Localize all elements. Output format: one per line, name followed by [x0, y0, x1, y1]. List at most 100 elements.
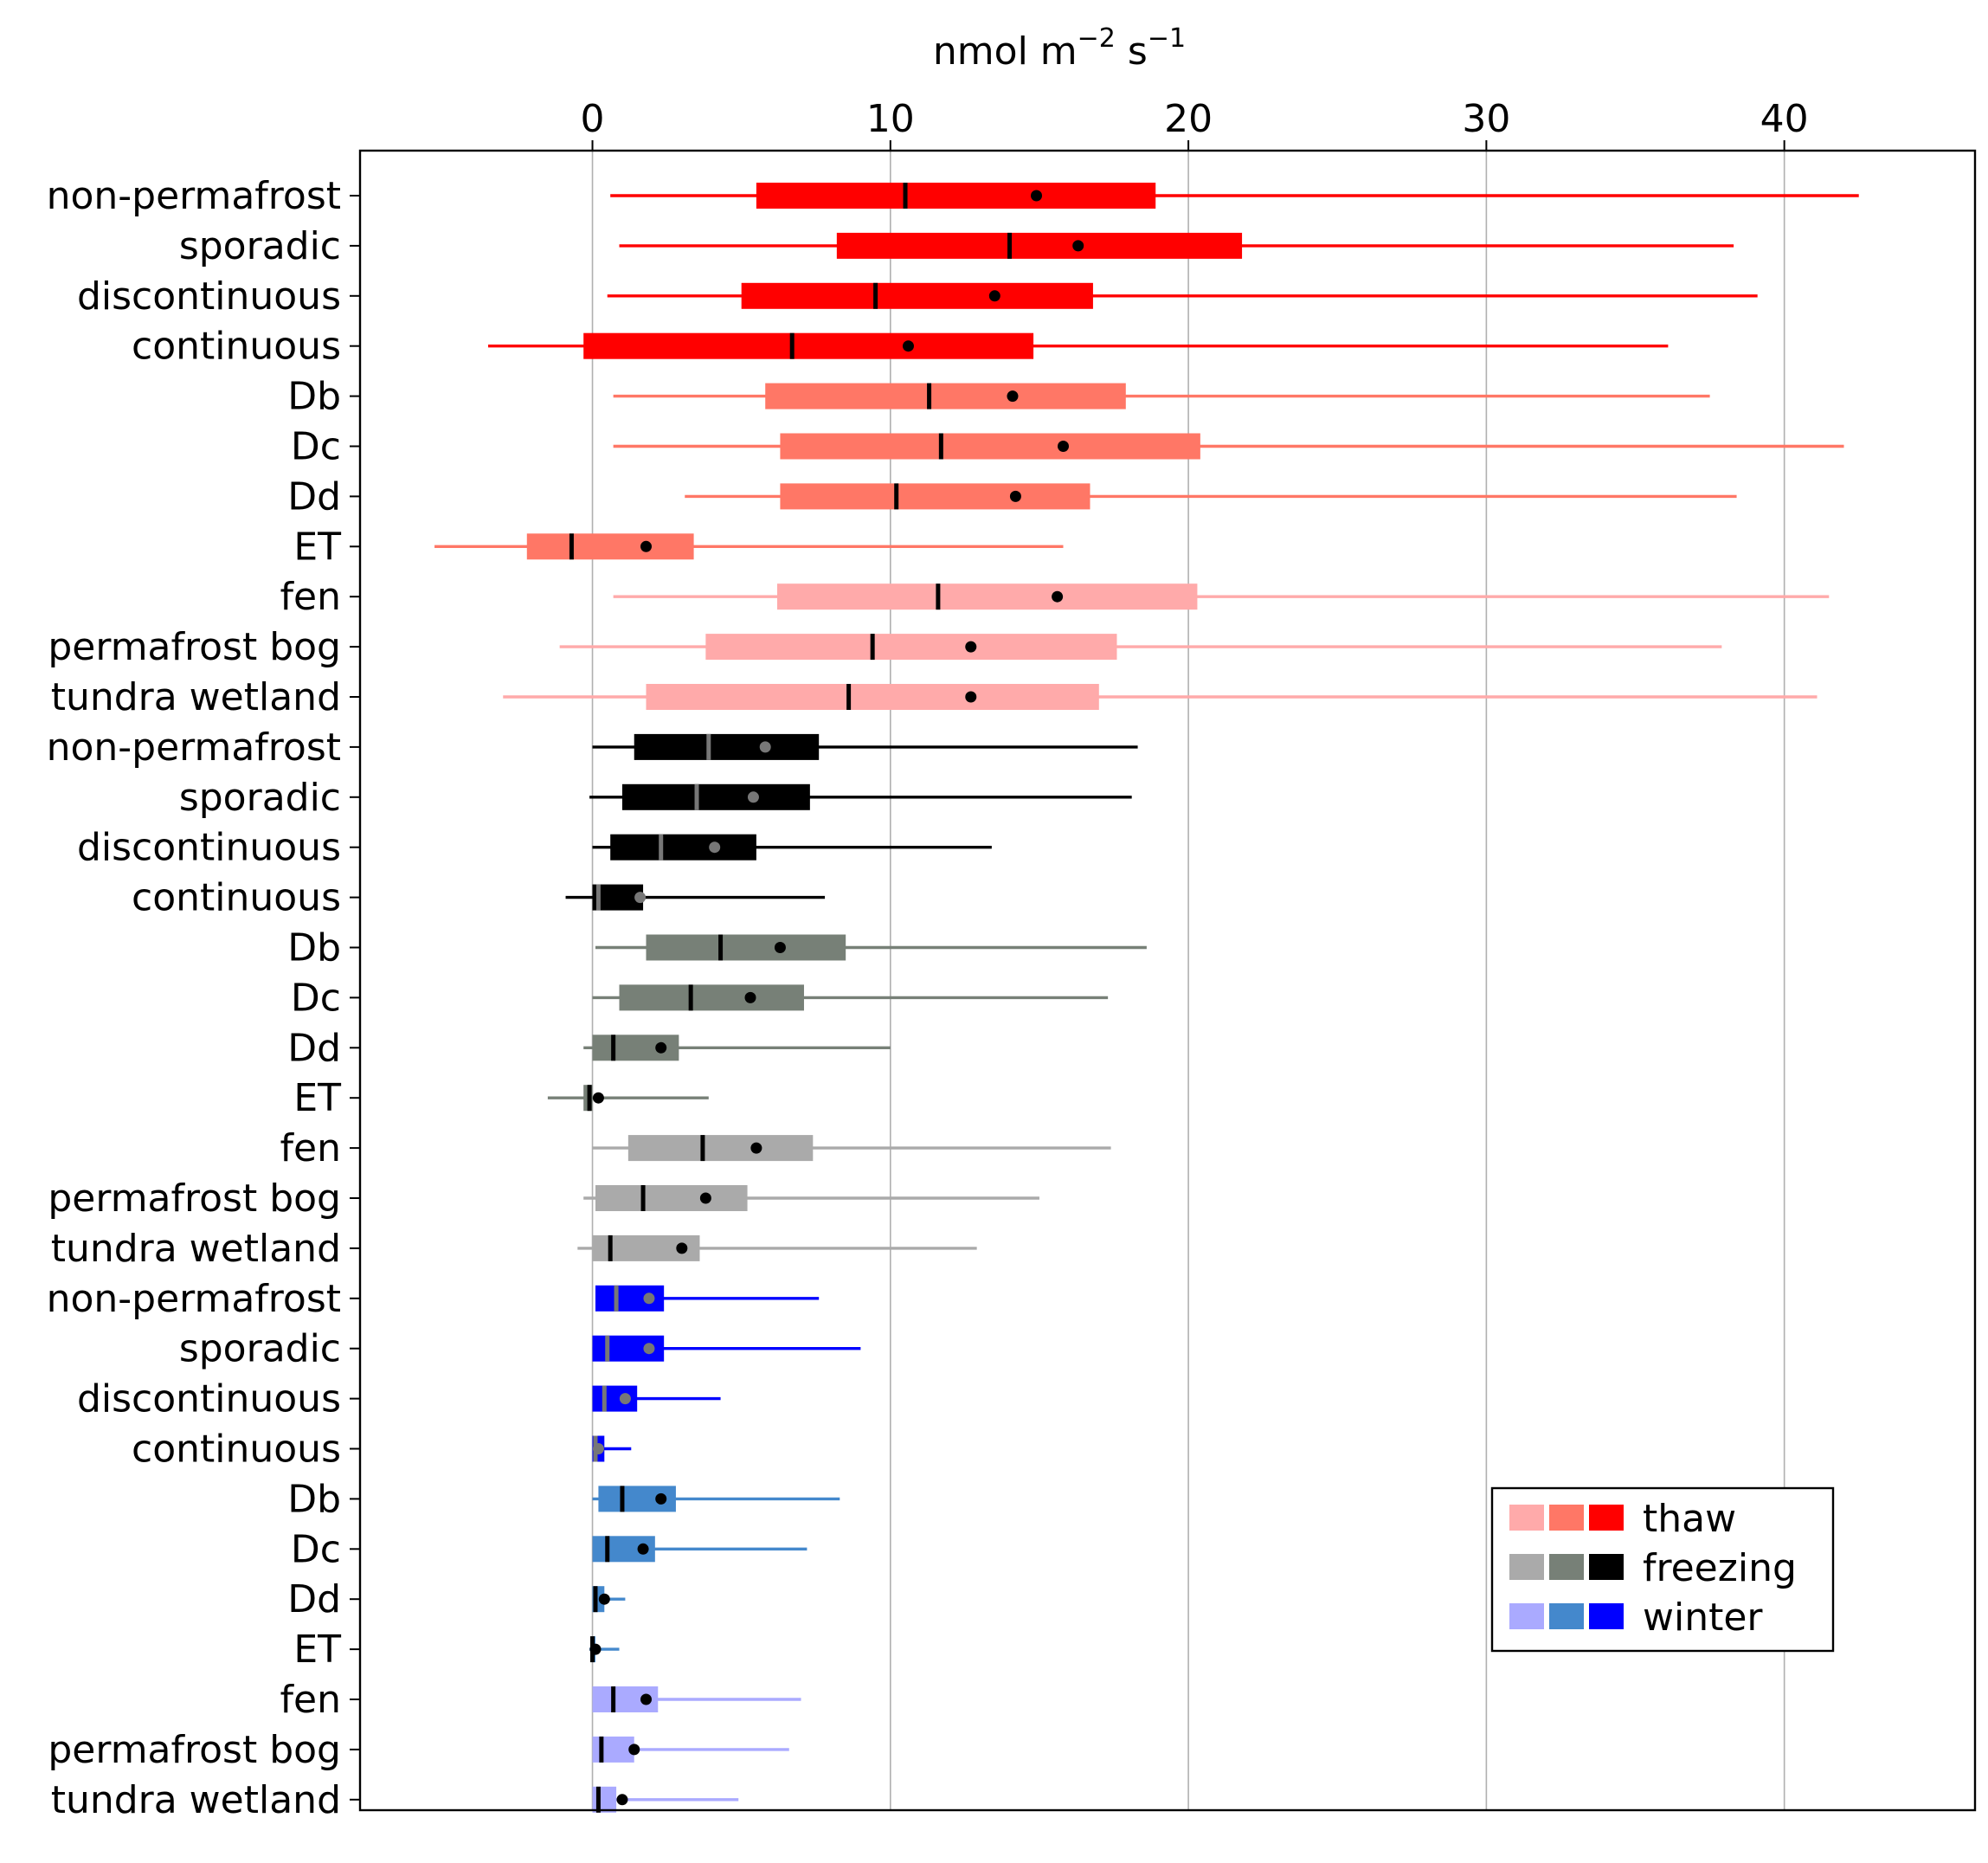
- x-axis: 0 10 20 30 40: [581, 97, 1809, 151]
- x-tick-label: 40: [1760, 97, 1809, 141]
- iqr-box: [592, 1786, 617, 1813]
- y-tick-label: ET: [293, 525, 341, 569]
- boxplot-row: [589, 783, 1132, 810]
- legend-frame: [1490, 1486, 1835, 1653]
- iqr-box: [780, 483, 1091, 510]
- boxplot-row: [592, 733, 1138, 760]
- boxplot-row: [592, 1486, 840, 1512]
- mean-marker: [744, 991, 756, 1003]
- boxplot-row: [595, 934, 1147, 961]
- mean-marker: [592, 1092, 604, 1104]
- y-tick-label: permafrost bog: [48, 1728, 341, 1772]
- iqr-box: [621, 783, 810, 810]
- iqr-box: [776, 583, 1198, 610]
- y-tick-label: sporadic: [179, 1327, 341, 1371]
- mean-marker: [774, 942, 786, 953]
- y-tick-label: discontinuous: [77, 274, 341, 319]
- mean-marker: [1007, 390, 1019, 403]
- mean-marker: [965, 691, 977, 703]
- mean-marker: [634, 892, 647, 904]
- iqr-box: [610, 834, 756, 861]
- y-tick-label: Dd: [287, 1577, 341, 1621]
- boxplot-row: [559, 634, 1722, 661]
- y-tick-label: fen: [280, 1678, 341, 1722]
- y-tick-label: permafrost bog: [48, 625, 341, 669]
- boxplot-row: [592, 1385, 721, 1412]
- iqr-box: [526, 533, 694, 560]
- mean-marker: [750, 1142, 762, 1154]
- mean-marker: [640, 540, 653, 552]
- iqr-box: [705, 634, 1117, 661]
- iqr-box: [836, 232, 1243, 259]
- iqr-box: [592, 1736, 634, 1763]
- mean-marker: [643, 1343, 655, 1355]
- mean-marker: [747, 791, 759, 803]
- y-tick-label: non-permafrost: [47, 725, 341, 770]
- x-axis-label: nmol m−2 s−1: [933, 23, 1186, 74]
- boxplot-row: [592, 1736, 789, 1763]
- iqr-box: [627, 1135, 814, 1162]
- mean-marker: [589, 1643, 602, 1655]
- y-tick-label: Db: [287, 1477, 341, 1521]
- y-tick-label: fen: [280, 575, 341, 619]
- boxplot-row: [592, 984, 1109, 1011]
- legend-swatch: [1549, 1505, 1584, 1531]
- y-tick-label: Dd: [287, 474, 341, 519]
- iqr-box: [619, 984, 804, 1011]
- legend-swatch: [1509, 1603, 1544, 1629]
- legend-swatch: [1549, 1554, 1584, 1580]
- boxplot-row: [592, 1135, 1111, 1162]
- y-tick-label: Dc: [291, 976, 341, 1020]
- y-tick-label: ET: [293, 1076, 341, 1120]
- y-tick-label: tundra wetland: [51, 1778, 341, 1822]
- y-tick-label: permafrost bog: [48, 1176, 341, 1221]
- legend-label: winter: [1643, 1595, 1763, 1640]
- x-tick-label: 0: [581, 97, 605, 141]
- y-tick-label: discontinuous: [77, 1377, 341, 1421]
- mean-marker: [592, 1443, 604, 1454]
- legend-swatch: [1509, 1554, 1544, 1580]
- y-tick-label: tundra wetland: [51, 1227, 341, 1271]
- mean-marker: [902, 340, 914, 352]
- iqr-box: [756, 183, 1156, 209]
- mean-marker: [655, 1041, 667, 1054]
- mean-marker: [709, 841, 721, 854]
- boxplot-row: [503, 684, 1818, 710]
- mean-marker: [676, 1242, 688, 1254]
- y-tick-label: ET: [293, 1628, 341, 1672]
- legend-label: thaw: [1643, 1497, 1736, 1541]
- mean-marker: [1072, 240, 1084, 252]
- boxplot-row: [592, 1686, 801, 1712]
- legend-swatch: [1509, 1505, 1544, 1531]
- y-tick-label: Db: [287, 375, 341, 419]
- legend: thaw freezing winter: [1490, 1486, 1835, 1653]
- legend-swatch: [1589, 1603, 1624, 1629]
- iqr-box: [646, 934, 846, 961]
- mean-marker: [1009, 490, 1021, 502]
- y-tick-label: non-permafrost: [47, 174, 341, 218]
- x-tick-label: 10: [866, 97, 915, 141]
- mean-marker: [640, 1693, 653, 1705]
- y-tick-label: Dd: [287, 1026, 341, 1070]
- mean-marker: [643, 1292, 655, 1305]
- iqr-box: [583, 332, 1034, 359]
- iqr-box: [765, 383, 1126, 409]
- iqr-box: [741, 282, 1093, 309]
- iqr-box: [595, 1185, 748, 1211]
- boxplot-row: [613, 383, 1710, 409]
- boxplot-row: [589, 1636, 620, 1663]
- legend-swatch: [1589, 1505, 1624, 1531]
- boxplot-row: [577, 1234, 977, 1261]
- boxplot-row: [613, 433, 1844, 460]
- boxplot-series: [434, 183, 1859, 1813]
- boxplot-row: [583, 1035, 891, 1061]
- mean-marker: [699, 1192, 711, 1204]
- legend-label: freezing: [1643, 1546, 1797, 1590]
- y-tick-label: Dc: [291, 1527, 341, 1571]
- y-tick-label: sporadic: [179, 224, 341, 268]
- mean-marker: [628, 1744, 640, 1756]
- boxplot-row: [592, 1536, 807, 1563]
- boxplot-row: [610, 183, 1859, 209]
- x-tick-label: 30: [1462, 97, 1510, 141]
- boxplot-row: [607, 282, 1758, 309]
